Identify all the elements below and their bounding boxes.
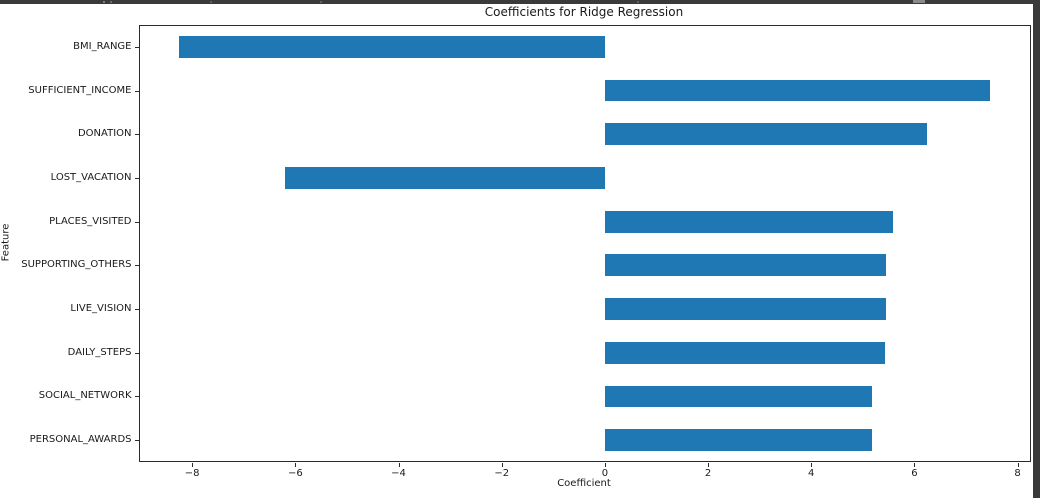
y-tick-mark — [134, 396, 139, 398]
x-tick-label: −6 — [287, 468, 303, 479]
x-tick-mark — [708, 463, 710, 467]
bar-lost_vacation — [284, 167, 605, 189]
window-edge-artifact — [110, 1, 112, 3]
window-top-edge — [0, 0, 1040, 4]
bar-personal_awards — [604, 429, 872, 452]
y-tick-mark — [134, 352, 139, 354]
y-tick-label: PERSONAL_AWARDS — [29, 434, 132, 446]
x-tick-label: 6 — [911, 468, 918, 479]
y-tick-mark — [134, 134, 139, 136]
y-tick-mark — [134, 440, 139, 442]
y-tick-mark — [134, 177, 139, 179]
bar-donation — [604, 123, 928, 146]
window-edge-artifact — [103, 1, 105, 3]
y-tick-mark — [134, 309, 139, 311]
bar-supporting_others — [604, 254, 887, 277]
x-tick-label: 8 — [1014, 468, 1021, 479]
x-tick-label: 2 — [704, 468, 712, 479]
x-tick-mark — [398, 463, 400, 467]
y-tick-label: SUFFICIENT_INCOME — [28, 84, 132, 96]
window-edge-artifact — [320, 1, 322, 3]
bar-live_vision — [604, 298, 886, 320]
bar-bmi_range — [179, 35, 605, 58]
y-tick-label: BMI_RANGE — [73, 40, 132, 52]
x-tick-mark — [501, 463, 503, 467]
y-tick-mark — [134, 90, 139, 92]
x-tick-label: −8 — [184, 468, 200, 479]
y-tick-mark — [134, 221, 139, 223]
y-tick-mark — [134, 265, 139, 267]
window-right-edge — [1033, 0, 1040, 498]
x-tick-label: 0 — [601, 468, 609, 479]
x-tick-label: 4 — [808, 468, 815, 479]
x-tick-mark — [811, 463, 813, 467]
x-tick-label: −2 — [494, 468, 510, 479]
y-tick-label: DONATION — [77, 128, 132, 140]
x-tick-mark — [1017, 463, 1019, 467]
y-tick-label: LIVE_VISION — [70, 303, 132, 315]
chart-title: Coefficients for Ridge Regression — [484, 5, 684, 19]
y-tick-label: PLACES_VISITED — [49, 215, 132, 227]
x-axis-label: Coefficient — [557, 478, 611, 489]
y-tick-mark — [134, 46, 139, 48]
y-tick-label: SOCIAL_NETWORK — [38, 390, 132, 402]
bar-places_visited — [604, 210, 893, 233]
y-tick-label: SUPPORTING_OTHERS — [21, 259, 132, 271]
window-edge-artifact — [913, 0, 925, 3]
bar-sufficient_income — [604, 79, 990, 102]
y-tick-label: DAILY_STEPS — [67, 346, 132, 358]
y-tick-label: LOST_VACATION — [50, 171, 132, 183]
bar-daily_steps — [604, 341, 885, 364]
x-tick-mark — [192, 463, 194, 467]
x-tick-label: −4 — [391, 468, 406, 479]
x-tick-mark — [604, 463, 606, 467]
bar-social_network — [604, 385, 873, 408]
window-edge-artifact — [210, 1, 212, 3]
x-tick-mark — [914, 463, 916, 467]
window-edge-artifact — [637, 1, 639, 3]
x-tick-mark — [295, 463, 297, 467]
